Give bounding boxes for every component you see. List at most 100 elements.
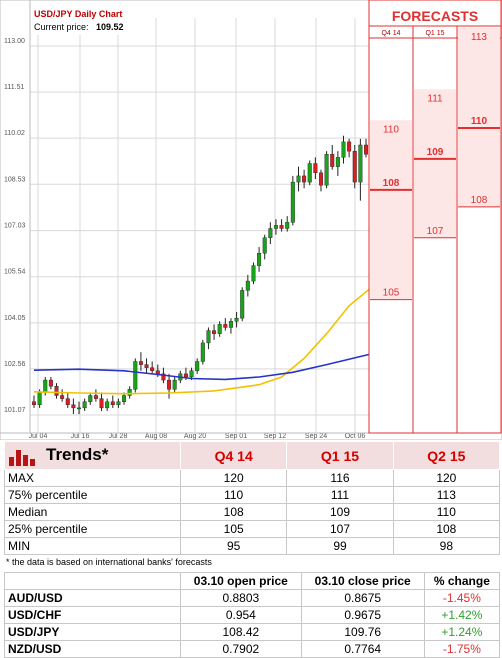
forecast-column-label: Q4 14 bbox=[381, 30, 400, 37]
candle-body bbox=[257, 253, 262, 266]
y-tick-label: 113.00 bbox=[4, 38, 25, 45]
moving-average-yellow bbox=[33, 273, 389, 395]
candle-body bbox=[48, 379, 53, 387]
fx-col-close: 03.10 close price bbox=[300, 572, 425, 590]
trends-footnote: * the data is based on international ban… bbox=[6, 557, 212, 567]
candle-body bbox=[240, 290, 245, 319]
candle-body bbox=[268, 228, 273, 238]
forecast-max: 113 bbox=[471, 32, 487, 43]
trends-col-q1-15: Q1 15 bbox=[286, 441, 394, 470]
candle-body bbox=[313, 163, 318, 174]
candle-body bbox=[228, 321, 233, 328]
candle-body bbox=[352, 150, 357, 183]
candle-body bbox=[110, 401, 115, 405]
trends-table: Trends* Q4 14 Q1 15 Q2 15 MAX 120 116 120 75… bbox=[4, 441, 501, 555]
fx-col-pair bbox=[4, 572, 181, 590]
candle-body bbox=[88, 395, 93, 402]
candle-body bbox=[318, 172, 323, 186]
y-tick-label: 111.51 bbox=[4, 84, 24, 91]
trends-row-label: 25% percentile bbox=[4, 520, 181, 538]
forecast-range bbox=[458, 27, 500, 207]
candle-body bbox=[54, 386, 59, 396]
trends-row-label: MIN bbox=[4, 537, 181, 555]
fx-close: 0.7764 bbox=[300, 640, 425, 658]
trends-cell: 105 bbox=[179, 520, 288, 538]
candle-body bbox=[65, 398, 70, 405]
candle-body bbox=[223, 324, 228, 328]
candle-body bbox=[234, 317, 239, 322]
fx-open: 0.954 bbox=[180, 606, 302, 624]
x-tick-label: Jul 04 bbox=[29, 433, 48, 440]
candle-body bbox=[144, 364, 149, 368]
fx-row: NZD/USD 0.7902 0.7764 -1.75% bbox=[4, 640, 501, 658]
candle-body bbox=[189, 370, 194, 378]
current-price-value: 109.52 bbox=[96, 22, 124, 32]
fx-open: 108.42 bbox=[180, 623, 302, 641]
usdjpy-chart: 113.00 111.51 110.02 108.53 107.03 105.54 104.… bbox=[0, 0, 502, 440]
candle-body bbox=[358, 144, 363, 183]
candle-body bbox=[273, 225, 278, 229]
trends-cell: 120 bbox=[392, 469, 501, 487]
candle-body bbox=[93, 395, 98, 399]
candle-body bbox=[212, 330, 217, 334]
candle-body bbox=[172, 379, 177, 390]
candle-body bbox=[330, 154, 335, 167]
trends-cell: 113 bbox=[392, 486, 501, 504]
candle-body bbox=[127, 389, 132, 396]
trends-cell: 107 bbox=[286, 520, 394, 538]
candle-body bbox=[324, 154, 329, 186]
forecast-min: 105 bbox=[383, 288, 400, 299]
forecast-min: 108 bbox=[471, 195, 488, 206]
candle-body bbox=[60, 395, 65, 399]
candle-body bbox=[195, 361, 200, 371]
forecast-median: 110 bbox=[471, 116, 488, 127]
y-tick-label: 104.05 bbox=[4, 315, 26, 322]
forecast-max: 111 bbox=[427, 94, 443, 105]
bar-chart-icon bbox=[9, 449, 35, 466]
forecast-max: 110 bbox=[383, 125, 399, 136]
y-tick-label: 101.07 bbox=[4, 407, 26, 414]
y-tick-label: 108.53 bbox=[4, 176, 26, 183]
trends-cell: 120 bbox=[179, 469, 288, 487]
candle-body bbox=[296, 175, 301, 183]
y-tick-label: 107.03 bbox=[4, 223, 26, 230]
candle-body bbox=[155, 370, 160, 375]
forecast-range bbox=[370, 120, 412, 300]
candle-body bbox=[217, 324, 222, 334]
trends-cell: 111 bbox=[286, 486, 394, 504]
fx-pair: NZD/USD bbox=[4, 640, 181, 658]
x-tick-label: Aug 20 bbox=[184, 433, 206, 440]
forecast-median: 109 bbox=[427, 147, 444, 158]
trends-cell: 98 bbox=[392, 537, 501, 555]
forecast-median: 108 bbox=[383, 178, 400, 189]
title-box bbox=[31, 5, 146, 35]
fx-change: -1.75% bbox=[423, 640, 501, 658]
candle-body bbox=[37, 392, 42, 405]
candle-body bbox=[307, 163, 312, 183]
x-tick-label: Sep 01 bbox=[225, 433, 247, 440]
fx-row: AUD/USD 0.8803 0.8675 -1.45% bbox=[4, 589, 501, 607]
fx-row: USD/CHF 0.954 0.9675 +1.42% bbox=[4, 606, 501, 624]
trends-row: 75% percentile 110 111 113 bbox=[4, 486, 501, 504]
fx-change: -1.45% bbox=[423, 589, 501, 607]
fx-close: 0.8675 bbox=[300, 589, 425, 607]
y-tick-label: 102.56 bbox=[4, 361, 26, 368]
trends-cell: 108 bbox=[179, 503, 288, 521]
fx-open: 0.7902 bbox=[180, 640, 302, 658]
trends-row: 25% percentile 105 107 108 bbox=[4, 520, 501, 538]
trends-cell: 116 bbox=[286, 469, 394, 487]
candle-body bbox=[200, 342, 205, 362]
moving-average-blue bbox=[33, 348, 389, 381]
trends-row: MAX 120 116 120 bbox=[4, 469, 501, 487]
current-price-label: Current price: bbox=[34, 22, 89, 32]
y-tick-label: 105.54 bbox=[4, 269, 26, 276]
x-tick-label: Sep 24 bbox=[305, 433, 327, 440]
candle-body bbox=[285, 222, 290, 229]
forecast-column-label: Q1 15 bbox=[425, 30, 444, 37]
candle-body bbox=[32, 401, 37, 405]
trends-col-q4-14: Q4 14 bbox=[179, 441, 288, 470]
candle-body bbox=[99, 398, 104, 409]
trends-row-label: Median bbox=[4, 503, 181, 521]
fx-open: 0.8803 bbox=[180, 589, 302, 607]
candle-body bbox=[82, 401, 87, 409]
